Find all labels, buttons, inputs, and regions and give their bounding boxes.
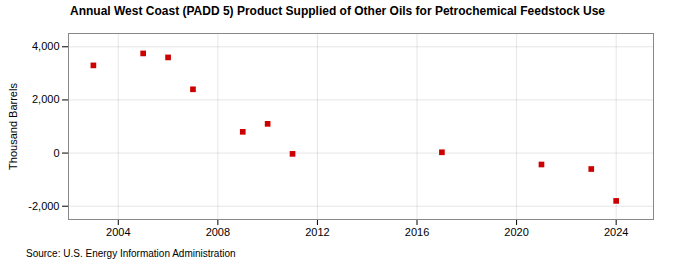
svg-text:2016: 2016 [405,226,429,238]
svg-text:-2,000: -2,000 [28,200,59,212]
svg-text:Thousand Barrels: Thousand Barrels [7,83,19,170]
svg-text:2012: 2012 [305,226,329,238]
svg-text:2004: 2004 [106,226,130,238]
svg-text:2008: 2008 [206,226,230,238]
svg-text:4,000: 4,000 [32,40,60,52]
svg-text:2020: 2020 [504,226,528,238]
svg-text:2024: 2024 [604,226,628,238]
svg-text:2,000: 2,000 [32,93,60,105]
html-text:Annual West Coast (PADD 5) Pro: Annual West Coast (PADD 5) Product Suppl… [70,4,605,18]
svg-text:0: 0 [53,147,59,159]
html-text:Source: U.S. Energy Informatio: Source: U.S. Energy Information Administ… [26,248,236,259]
